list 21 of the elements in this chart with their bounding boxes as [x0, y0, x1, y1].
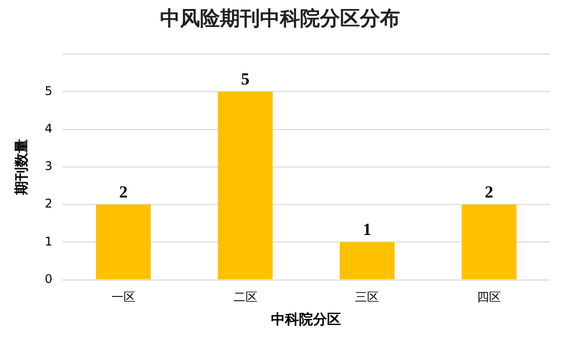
data-label: 1 [362, 220, 372, 240]
bar [340, 242, 395, 280]
data-label: 2 [119, 182, 128, 202]
x-tick-label: 一区 [111, 290, 136, 304]
y-tick-label: 2 [44, 196, 52, 211]
y-tick-label: 4 [44, 121, 52, 136]
bar [218, 92, 273, 280]
y-tick-label: 3 [44, 159, 52, 174]
bar [462, 204, 516, 280]
x-tick-label: 四区 [477, 290, 502, 304]
data-label: 2 [484, 182, 494, 202]
data-label: 5 [241, 70, 250, 89]
y-axis-title: 期刊数量 [14, 138, 30, 196]
x-tick-label: 二区 [233, 290, 258, 304]
y-tick-label: 0 [44, 272, 52, 286]
bar [96, 204, 151, 280]
y-tick-label: 5 [44, 84, 52, 98]
y-tick-label: 1 [44, 234, 52, 248]
x-tick-label: 三区 [355, 290, 380, 304]
x-axis-title: 中科院分区 [271, 311, 342, 328]
chart-title: 中风险期刊中科院分区分布 [160, 6, 400, 30]
